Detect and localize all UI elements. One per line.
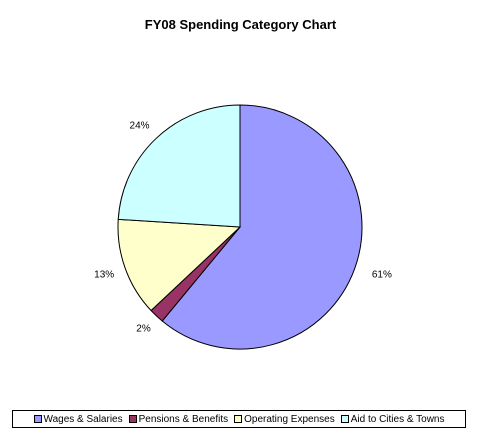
legend-swatch [340, 415, 349, 423]
legend-swatch [234, 415, 243, 423]
legend-label: Wages & Salaries [43, 413, 123, 425]
pie-slice-operating-expenses [117, 218, 242, 312]
data-label: 61% [372, 270, 392, 281]
legend-item: Aid to Cities & Towns [340, 413, 445, 425]
legend-swatch [33, 415, 42, 423]
data-label: 2% [136, 324, 151, 335]
legend-item: Operating Expenses [234, 414, 335, 425]
chart-legend: Wages & Salaries Pensions & Benefits Opera… [12, 410, 466, 428]
legend-item: Pensions & Benefits [128, 413, 229, 425]
pie-slice-wages-salaries [161, 104, 363, 350]
legend-label: Pensions & Benefits [138, 413, 229, 425]
data-label: 24% [130, 120, 150, 131]
chart-title: FY08 Spending Category Chart [144, 17, 337, 32]
legend-label: Operating Expenses [244, 413, 335, 425]
pie-chart: 61% 2% 13% 24% [94, 104, 392, 350]
data-label: 13% [94, 270, 114, 281]
legend-item: Wages & Salaries [33, 413, 123, 425]
pie-slice-aid-to-cities-towns [117, 104, 241, 228]
legend-swatch [128, 415, 137, 423]
legend-label: Aid to Cities & Towns [350, 413, 445, 425]
